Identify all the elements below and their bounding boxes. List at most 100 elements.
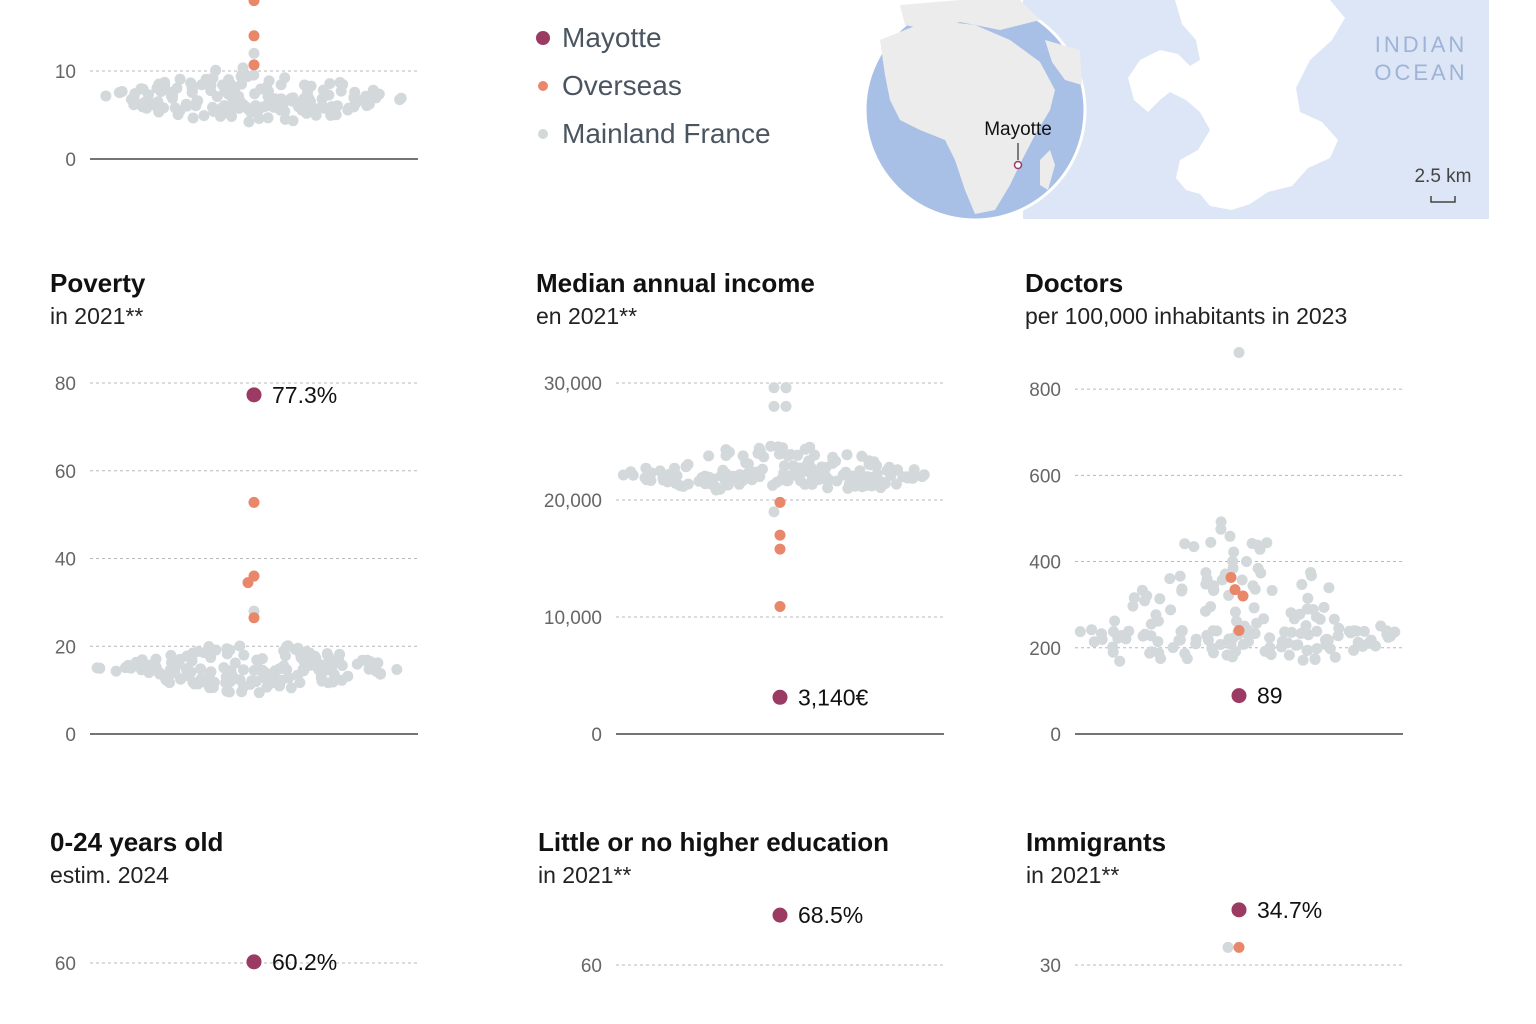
mainland-point-top	[302, 87, 313, 98]
mainland-point-top	[275, 79, 287, 91]
mainland-point-income	[657, 472, 669, 484]
mainland-point-doctors	[1190, 638, 1202, 650]
mainland-point-doctors	[1329, 651, 1341, 663]
overseas-point-doctors	[1225, 572, 1237, 584]
mainland-point-doctors	[1242, 624, 1254, 636]
mainland-point-doctors	[1290, 639, 1302, 651]
mayotte-value-label-young: 60.2%	[272, 949, 337, 975]
mainland-point-poverty	[298, 656, 310, 668]
overseas-point-doctors	[1237, 590, 1249, 602]
globe-mayotte-marker	[1013, 160, 1023, 170]
mainland-point-doctors	[1241, 556, 1252, 567]
mainland-point-doctors	[1145, 646, 1157, 658]
mainland-point-poverty	[294, 677, 306, 689]
mainland-point-poverty	[195, 663, 207, 675]
legend-item-overseas: Overseas	[536, 62, 771, 110]
young-subtitle: estim. 2024	[50, 862, 169, 888]
mainland-point-top	[237, 62, 249, 74]
education-subtitle: in 2021**	[538, 862, 632, 888]
mainland-point-top	[205, 79, 217, 91]
mayotte-point-poverty	[246, 387, 262, 403]
mainland-point-top	[218, 100, 230, 112]
mainland-point-doctors	[1296, 579, 1308, 590]
mainland-point-income	[902, 472, 913, 484]
mainland-point-doctors	[1261, 537, 1273, 549]
mainland-point-doctors	[1283, 649, 1295, 661]
mainland-point-income	[782, 450, 794, 462]
mainland-point-doctors	[1265, 649, 1277, 661]
tick-label-poverty: 20	[55, 637, 76, 658]
mainland-point-top	[278, 98, 289, 109]
mainland-point-income	[768, 506, 780, 518]
mainland-point-income	[803, 455, 815, 467]
mainland-point-income	[827, 454, 839, 466]
mainland-point-top	[286, 95, 298, 107]
mainland-point-top	[394, 94, 406, 106]
mainland-point-doctors	[1321, 633, 1333, 645]
tick-label-poverty: 60	[55, 462, 76, 483]
mainland-point-doctors	[1174, 570, 1186, 582]
mainland-point-income	[796, 466, 808, 478]
overseas-point-doctors	[1229, 584, 1241, 596]
mayotte-value-label-immigrants: 34.7%	[1257, 897, 1322, 923]
overseas-point-income	[774, 600, 786, 612]
overseas-point-poverty	[242, 577, 254, 589]
mainland-point-income	[778, 460, 790, 472]
mainland-point-doctors	[1333, 622, 1345, 634]
mainland-point-poverty	[274, 663, 285, 675]
mainland-point-doctors	[1207, 625, 1219, 637]
mainland-point-top	[243, 116, 255, 128]
mainland-point-top	[174, 73, 186, 85]
mainland-point-doctors	[1389, 626, 1401, 638]
mainland-point-doctors	[1311, 643, 1323, 655]
mainland-point-doctors	[1208, 584, 1220, 596]
mainland-point-doctors	[1200, 567, 1212, 579]
mainland-point-poverty	[175, 673, 187, 685]
mainland-point-doctors	[1113, 631, 1125, 643]
mainland-point-poverty	[160, 674, 172, 686]
tick-label-doctors: 600	[1029, 466, 1061, 487]
tick-label-income: 0	[591, 725, 602, 746]
mainland-point-doctors	[1164, 573, 1176, 585]
overseas-point-income	[774, 496, 786, 508]
mainland-point-top	[260, 100, 272, 112]
mainland-point-poverty	[252, 655, 264, 666]
mainland-point-poverty	[169, 662, 181, 674]
mainland-point-doctors	[1188, 541, 1200, 553]
mainland-point-top	[114, 87, 126, 98]
mainland-point-top	[191, 96, 203, 108]
overseas-point-income	[774, 529, 786, 541]
mainland-point-income	[765, 440, 777, 452]
mainland-point-poverty	[250, 676, 262, 687]
mainland-point-income	[768, 400, 780, 412]
mainland-point-top	[208, 106, 220, 117]
mainland-point-top	[187, 112, 199, 124]
tick-label-doctors: 400	[1029, 553, 1061, 574]
tick-label-income: 20,000	[544, 491, 602, 512]
mainland-point-doctors	[1109, 615, 1121, 627]
mainland-point-doctors	[1348, 625, 1360, 637]
mainland-point-poverty	[263, 678, 275, 690]
tick-label-young: 60	[55, 954, 76, 975]
mainland-point-poverty	[94, 662, 106, 674]
mainland-point-doctors	[1266, 585, 1278, 596]
mainland-point-doctors	[1181, 653, 1193, 665]
mainland-point-poverty	[307, 659, 319, 671]
mainland-point-poverty	[248, 665, 260, 676]
mainland-point-poverty	[342, 670, 354, 682]
mainland-point-income	[781, 475, 793, 487]
mainland-point-doctors	[1251, 617, 1263, 629]
mainland-point-top	[255, 83, 267, 95]
mainland-point-top	[249, 102, 261, 114]
mainland-point-income	[861, 479, 873, 491]
mainland-point-top	[308, 104, 319, 116]
mainland-point-poverty	[334, 648, 346, 660]
overseas-point-doctors	[1233, 625, 1245, 637]
mainland-point-top	[335, 85, 347, 97]
mainland-point-doctors	[1328, 613, 1340, 625]
mainland-point-poverty	[375, 668, 386, 680]
tick-label-top: 0	[65, 150, 76, 171]
mainland-point-top	[210, 64, 222, 76]
mainland-point-income	[768, 382, 780, 394]
